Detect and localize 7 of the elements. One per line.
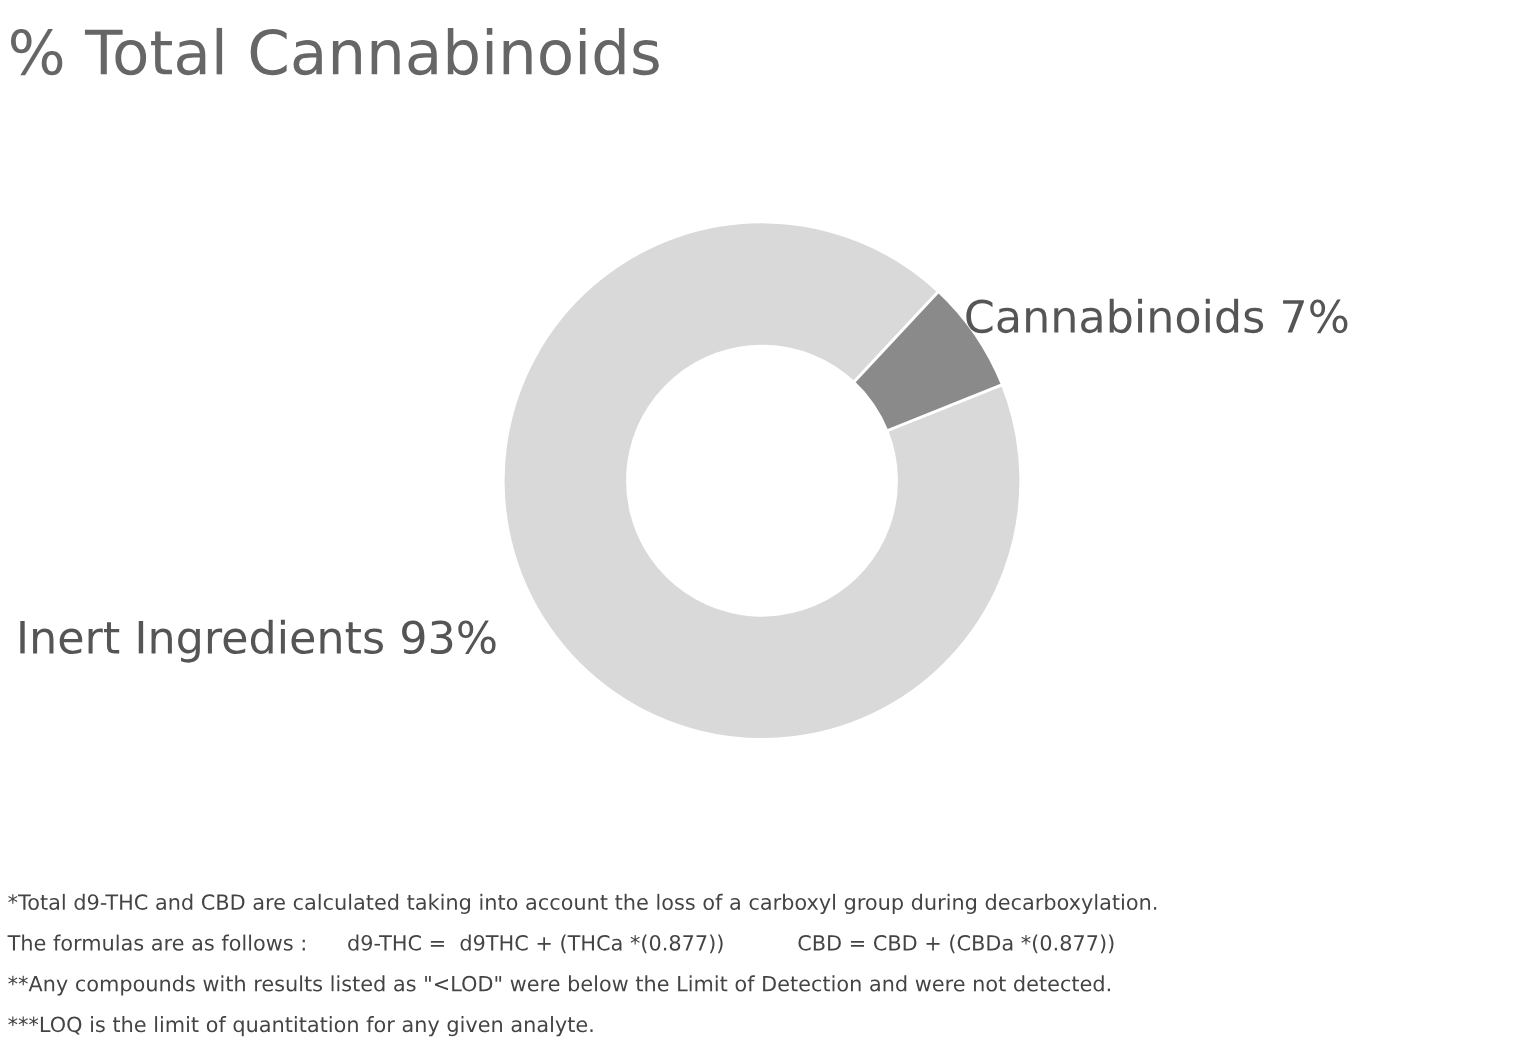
text: ***LOQ is the limit of quantitation for any given analyte.: [8, 1016, 593, 1037]
chart-title: % Total Cannabinoids: [10, 27, 659, 76]
slice-label: Inert Ingredients 93%: [20, 619, 496, 663]
slice-label: Cannabinoids 7%: [966, 298, 1348, 334]
text: **Any compounds with results listed as "<LOD" were below the Limit of Detection and were not detected.: [8, 975, 1110, 996]
text: The formulas are as follows : d9-THC = d9THC + (THCa *(0.877)) CBD = CBD + (CBDa *(0.877)): [7, 934, 1114, 954]
text: *Total d9-THC and CBD are calculated taking into account the loss of a carboxyl group during decarboxylation.: [8, 893, 1157, 915]
